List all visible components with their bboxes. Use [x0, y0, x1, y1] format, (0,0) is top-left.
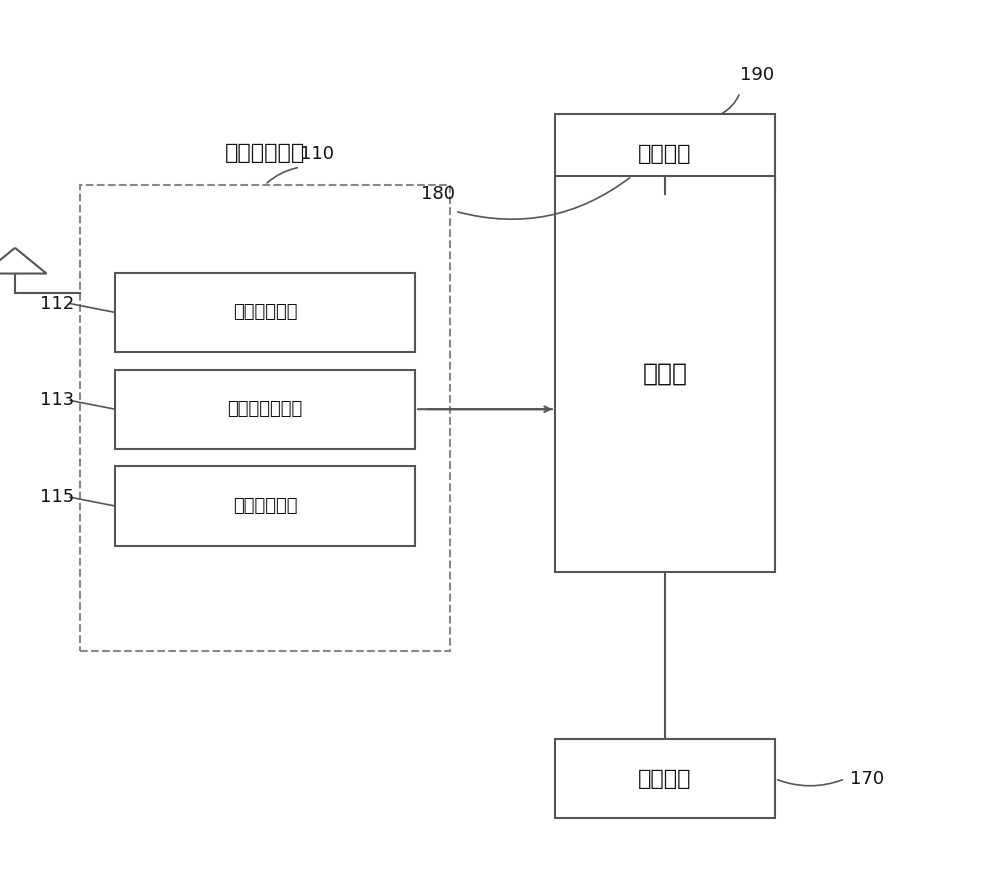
Text: 170: 170	[850, 770, 884, 788]
FancyBboxPatch shape	[555, 739, 775, 818]
Text: 113: 113	[40, 392, 74, 409]
Text: 112: 112	[40, 295, 74, 312]
FancyBboxPatch shape	[115, 273, 415, 352]
Text: 110: 110	[300, 145, 334, 163]
Text: 无线互联网模块: 无线互联网模块	[227, 400, 303, 418]
FancyBboxPatch shape	[555, 114, 775, 194]
Text: 控制器: 控制器	[642, 362, 688, 386]
Text: 电源单元: 电源单元	[638, 144, 692, 164]
Text: 移动通信模块: 移动通信模块	[233, 304, 297, 321]
Text: 180: 180	[421, 185, 455, 202]
FancyBboxPatch shape	[115, 370, 415, 449]
FancyBboxPatch shape	[555, 176, 775, 572]
Text: 位置信息模块: 位置信息模块	[233, 497, 297, 515]
Text: 接口单元: 接口单元	[638, 769, 692, 788]
FancyBboxPatch shape	[115, 466, 415, 546]
Text: 190: 190	[740, 66, 774, 84]
Text: 无线通信单元: 无线通信单元	[225, 143, 305, 163]
Text: 115: 115	[40, 488, 74, 506]
FancyBboxPatch shape	[80, 185, 450, 651]
